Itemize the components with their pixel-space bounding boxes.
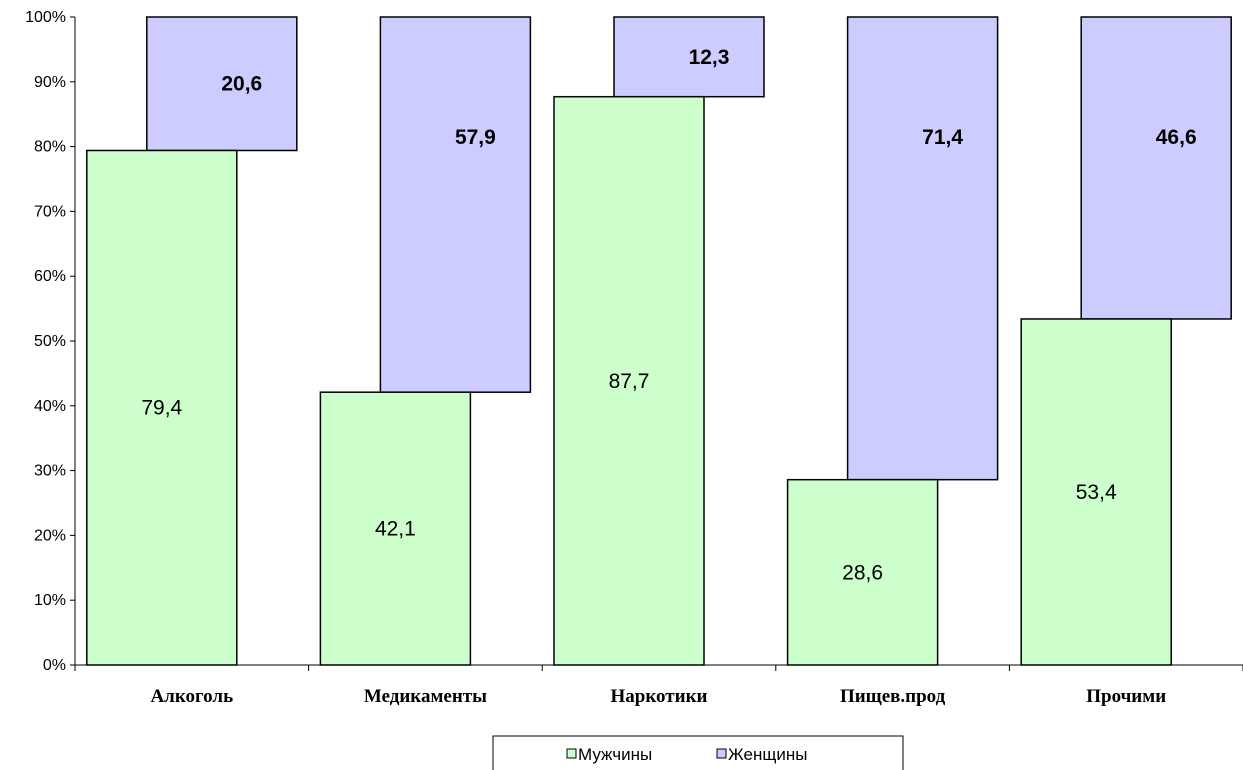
x-category-label: Наркотики xyxy=(611,686,708,707)
x-category-label: Медикаменты xyxy=(364,686,487,707)
bars: 79,4 20,6 42,1 57,9 87,7 12,3 28,6 71,4 53,4 46,6 xyxy=(86,16,1232,666)
data-label-male: 79,4 xyxy=(141,397,182,420)
legend-swatch xyxy=(716,748,727,759)
y-tick-label: 10% xyxy=(34,592,66,609)
x-category-label: Пищев.прод xyxy=(840,686,946,707)
data-label-female: 46,6 xyxy=(1156,126,1197,149)
y-tick-label: 80% xyxy=(34,139,66,156)
legend-label: Мужчины xyxy=(578,745,652,764)
data-label-female: 20,6 xyxy=(221,73,262,96)
x-category-label: Алкоголь xyxy=(150,686,233,707)
y-tick-label: 0% xyxy=(43,657,66,674)
bar-female xyxy=(1080,16,1232,320)
x-category-label: Прочими xyxy=(1086,686,1166,707)
bar-male xyxy=(553,95,705,666)
y-tick-label: 60% xyxy=(34,268,66,285)
legend-label: Женщины xyxy=(728,745,807,764)
bar-male xyxy=(319,391,472,666)
data-label-female: 57,9 xyxy=(455,126,496,149)
bar-male xyxy=(86,149,238,666)
bar-male xyxy=(1020,318,1172,666)
legend-swatch xyxy=(566,748,577,759)
y-tick-label: 20% xyxy=(34,527,66,544)
data-label-female: 71,4 xyxy=(922,126,963,149)
data-label-female: 12,3 xyxy=(689,46,730,69)
y-axis: 0% 10% 20% 30% 40% 50% 60% 70% 80% 90% 100% xyxy=(25,9,76,674)
data-label-male: 87,7 xyxy=(609,370,650,393)
bar-female xyxy=(846,16,999,481)
legend-box xyxy=(492,735,904,770)
y-tick-label: 100% xyxy=(25,9,66,26)
y-tick-label: 30% xyxy=(34,463,66,480)
bar-female xyxy=(379,16,532,393)
y-tick-label: 90% xyxy=(34,74,66,91)
legend: Мужчины Женщины xyxy=(492,735,904,770)
y-tick-label: 50% xyxy=(34,333,66,350)
data-label-male: 53,4 xyxy=(1076,481,1117,504)
x-axis: Алкоголь Медикаменты Наркотики Пищев.прод Пр… xyxy=(74,664,1243,707)
bar-female xyxy=(613,16,765,98)
y-tick-label: 40% xyxy=(34,398,66,415)
data-label-male: 42,1 xyxy=(375,518,416,541)
y-tick-label: 70% xyxy=(34,203,66,220)
bar-female xyxy=(146,16,298,152)
data-label-male: 28,6 xyxy=(842,561,883,584)
